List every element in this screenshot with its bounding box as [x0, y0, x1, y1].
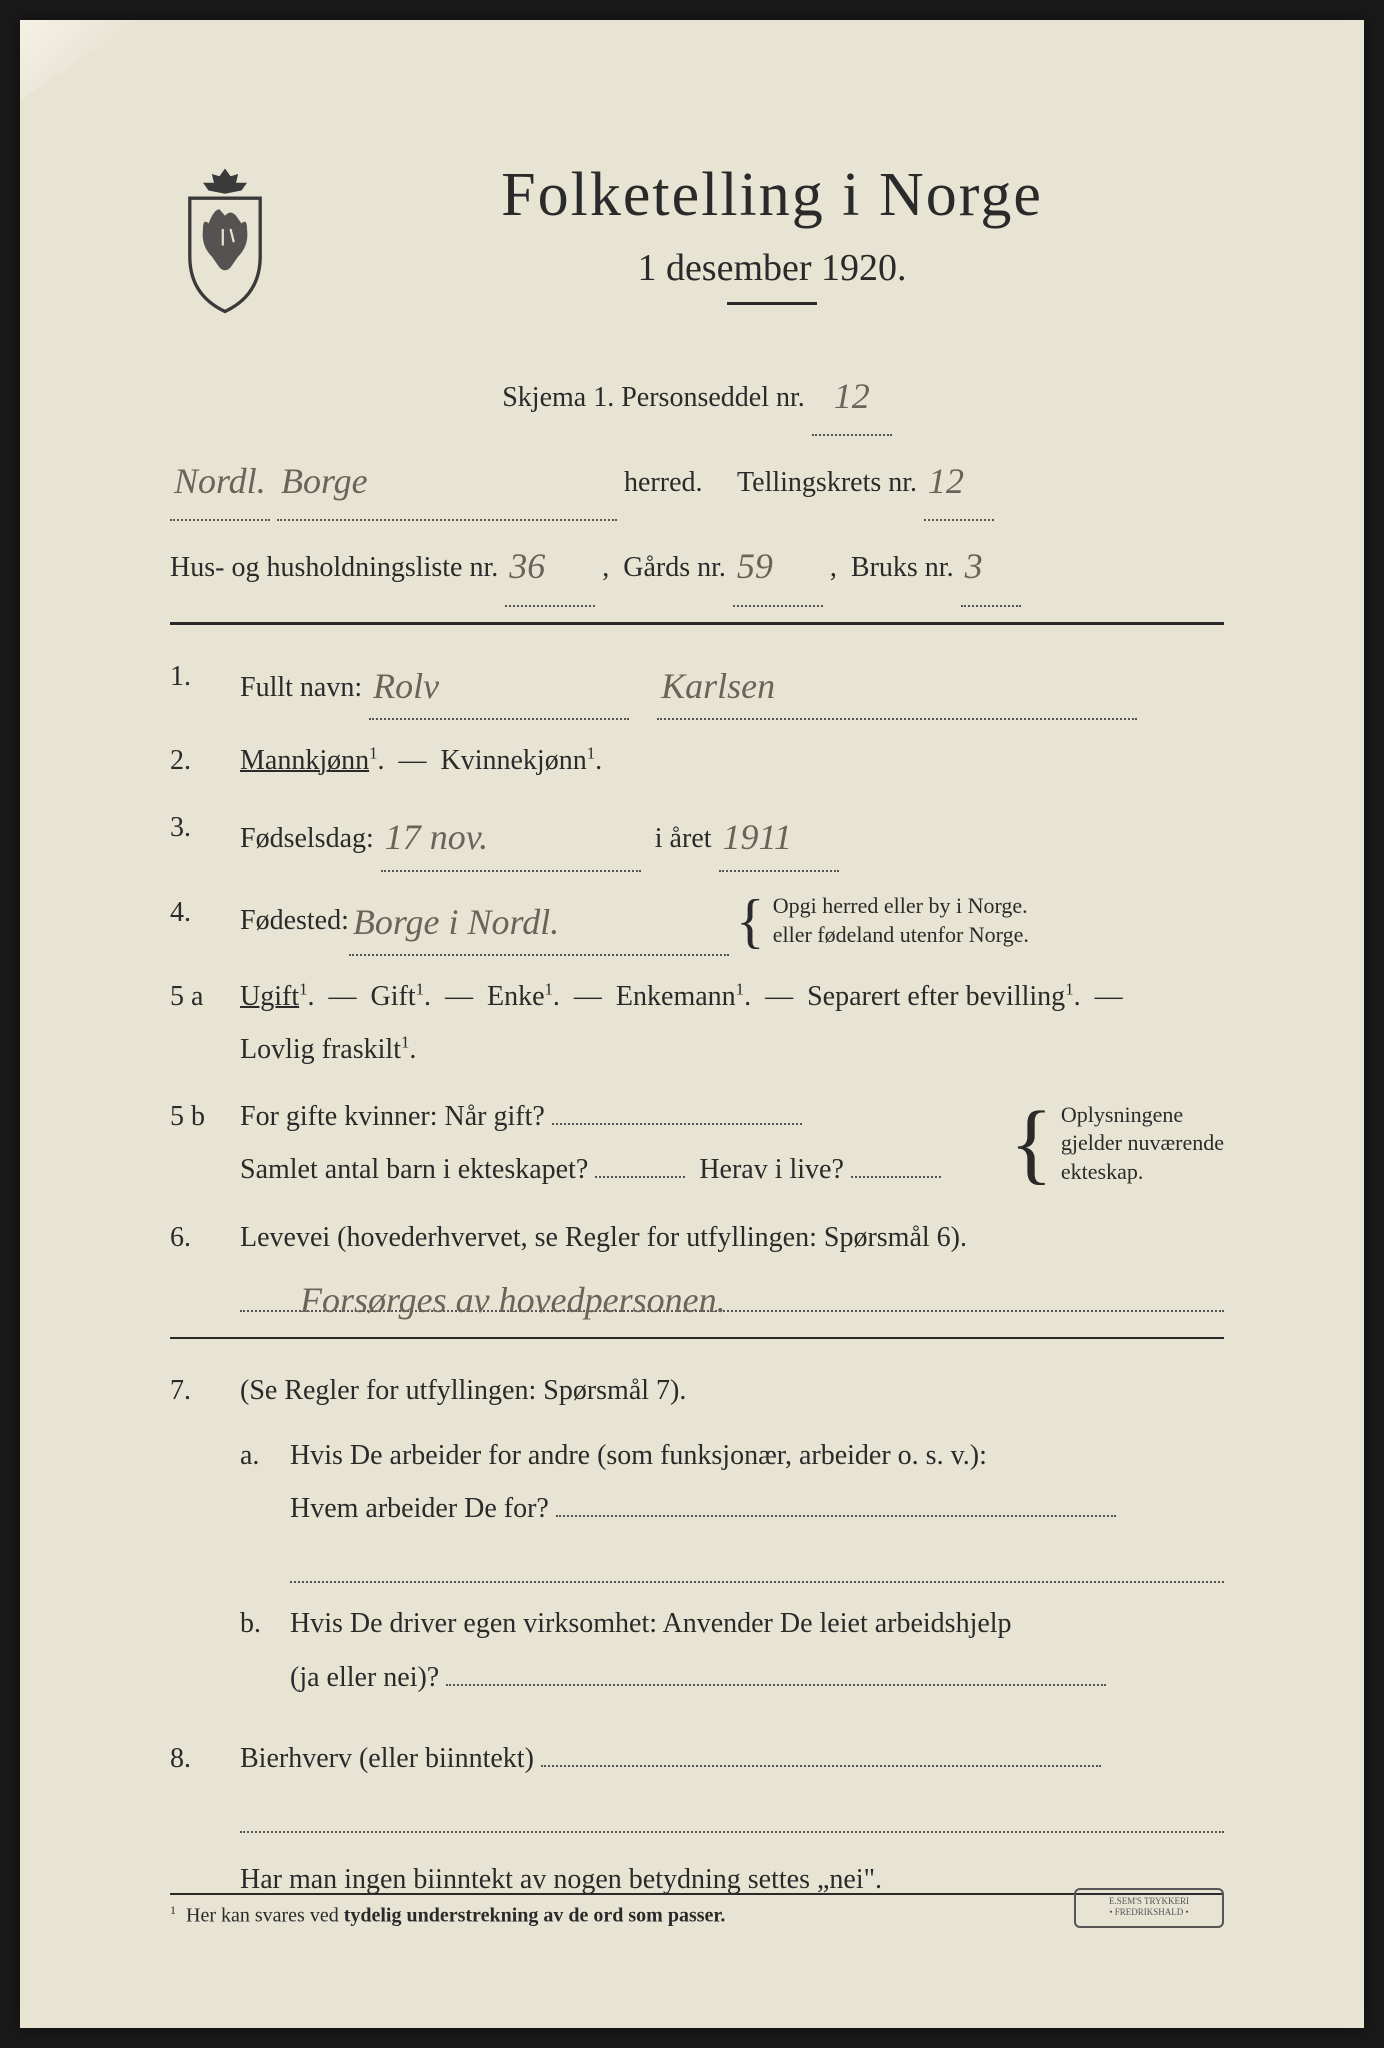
q3: 3. Fødselsdag: 17 nov. i året 1911 — [170, 801, 1224, 871]
q1: 1. Fullt navn: Rolv Karlsen — [170, 650, 1224, 720]
schema-nr: 12 — [834, 376, 870, 416]
census-form-page: Folketelling i Norge 1 desember 1920. Sk… — [20, 20, 1364, 2028]
q5a: 5 a Ugift1. — Gift1. — Enke1. — Enkemann… — [170, 970, 1224, 1076]
q5b-note3: ekteskap. — [1061, 1158, 1224, 1187]
subtitle: 1 desember 1920. — [320, 246, 1224, 290]
q8-label: Bierhverv (eller biinntekt) — [240, 1743, 534, 1774]
q4-value: Borge i Nordl. — [353, 902, 559, 942]
q4-label: Fødested: — [240, 894, 349, 947]
header: Folketelling i Norge 1 desember 1920. — [170, 150, 1224, 335]
divider-mid — [170, 1337, 1224, 1339]
title-block: Folketelling i Norge 1 desember 1920. — [320, 150, 1224, 335]
q1-label: Fullt navn: — [240, 672, 362, 703]
q5b-note: { Oplysningene gjelder nuværende ekteska… — [1010, 1090, 1224, 1196]
main-title: Folketelling i Norge — [320, 160, 1224, 231]
gards-nr: 59 — [737, 546, 773, 586]
herred-name: Borge — [281, 461, 368, 501]
q6-value: Forsørges av hovedpersonen. — [300, 1266, 726, 1334]
bruks-label: Bruks nr. — [851, 552, 954, 583]
printer-stamp: E.SEM'S TRYKKERI • FREDRIKSHALD • — [1074, 1888, 1224, 1928]
q7b-num: b. — [240, 1597, 290, 1703]
q3-day: 17 nov. — [385, 817, 488, 857]
q6-label: Levevei (hovederhvervet, se Regler for u… — [240, 1222, 967, 1253]
hushold-line: Hus- og husholdningsliste nr. 36 , Gårds… — [170, 525, 1224, 606]
footnote-marker: 1 — [170, 1903, 176, 1917]
divider-top — [170, 622, 1224, 625]
footer: 1 Her kan svares ved tydelig understrekn… — [170, 1893, 1224, 1928]
q1-last: Karlsen — [661, 666, 775, 706]
q5b-num: 5 b — [170, 1090, 240, 1196]
stamp-line1: E.SEM'S TRYKKERI — [1076, 1896, 1222, 1907]
schema-label: Skjema 1. Personseddel nr. — [502, 382, 805, 413]
q2-num: 2. — [170, 734, 240, 787]
hushold-nr: 36 — [509, 546, 545, 586]
q7a-text1: Hvis De arbeider for andre (som funksjon… — [290, 1440, 987, 1471]
q5a-opt5: Separert efter bevilling — [807, 981, 1065, 1012]
q7b-text2: (ja eller nei)? — [290, 1662, 439, 1693]
q8-num: 8. — [170, 1732, 240, 1906]
q1-first: Rolv — [373, 666, 439, 706]
q5b-line2a: Samlet antal barn i ekteskapet? — [240, 1154, 588, 1185]
q6-num: 6. — [170, 1211, 240, 1312]
q2: 2. Mannkjønn1. — Kvinnekjønn1. — [170, 734, 1224, 787]
q1-num: 1. — [170, 650, 240, 720]
footnote-text: Her kan svares ved tydelig understreknin… — [186, 1905, 725, 1927]
q2-opt2: Kvinnekjønn — [441, 745, 587, 776]
hushold-label: Hus- og husholdningsliste nr. — [170, 552, 498, 583]
gards-label: Gårds nr. — [623, 552, 726, 583]
coat-of-arms-icon — [170, 160, 280, 320]
q4-note2: eller fødeland utenfor Norge. — [773, 921, 1029, 950]
q8: 8. Bierhverv (eller biinntekt) Har man i… — [170, 1732, 1224, 1906]
q7-label: (Se Regler for utfyllingen: Spørsmål 7). — [240, 1375, 686, 1406]
tellingskrets-nr: 12 — [928, 461, 964, 501]
q5a-opt3: Enke — [487, 981, 545, 1012]
q5a-num: 5 a — [170, 970, 240, 1076]
herred-prefix: Nordl. — [174, 461, 266, 501]
q5a-opt2: Gift — [371, 981, 416, 1012]
q4: 4. Fødested: Borge i Nordl. { Opgi herre… — [170, 886, 1224, 956]
herred-line: Nordl. Borge herred. Tellingskrets nr. 1… — [170, 440, 1224, 521]
q3-label: Fødselsdag: — [240, 823, 374, 854]
q3-year: 1911 — [723, 817, 792, 857]
q4-note: { Opgi herred eller by i Norge. eller fø… — [736, 892, 1029, 949]
q7a-num: a. — [240, 1429, 290, 1583]
q5a-opt4: Enkemann — [616, 981, 736, 1012]
q7a-text2: Hvem arbeider De for? — [290, 1493, 549, 1524]
q5b-note2: gjelder nuværende — [1061, 1129, 1224, 1158]
herred-label: herred. — [624, 467, 703, 498]
q6: 6. Levevei (hovederhvervet, se Regler fo… — [170, 1211, 1224, 1312]
q7-num: 7. — [170, 1364, 240, 1718]
q7b-text1: Hvis De driver egen virksomhet: Anvender… — [290, 1608, 1012, 1639]
q5a-opt1: Ugift — [240, 981, 299, 1012]
q5a-opt6: Lovlig fraskilt — [240, 1034, 401, 1065]
schema-line: Skjema 1. Personseddel nr. 12 — [170, 355, 1224, 436]
q2-opt1: Mannkjønn — [240, 745, 369, 776]
q5b: 5 b For gifte kvinner: Når gift? Samlet … — [170, 1090, 1224, 1196]
bruks-nr: 3 — [965, 546, 983, 586]
q5b-line2b: Herav i live? — [699, 1154, 844, 1185]
q7: 7. (Se Regler for utfyllingen: Spørsmål … — [170, 1364, 1224, 1718]
stamp-line2: • FREDRIKSHALD • — [1076, 1907, 1222, 1918]
q5b-note1: Oplysningene — [1061, 1101, 1224, 1130]
title-rule — [727, 302, 817, 305]
q4-note1: Opgi herred eller by i Norge. — [773, 892, 1029, 921]
q4-num: 4. — [170, 886, 240, 956]
q3-year-label: i året — [655, 823, 712, 854]
tellingskrets-label: Tellingskrets nr. — [737, 467, 917, 498]
q5b-line1: For gifte kvinner: Når gift? — [240, 1101, 545, 1132]
q3-num: 3. — [170, 801, 240, 871]
